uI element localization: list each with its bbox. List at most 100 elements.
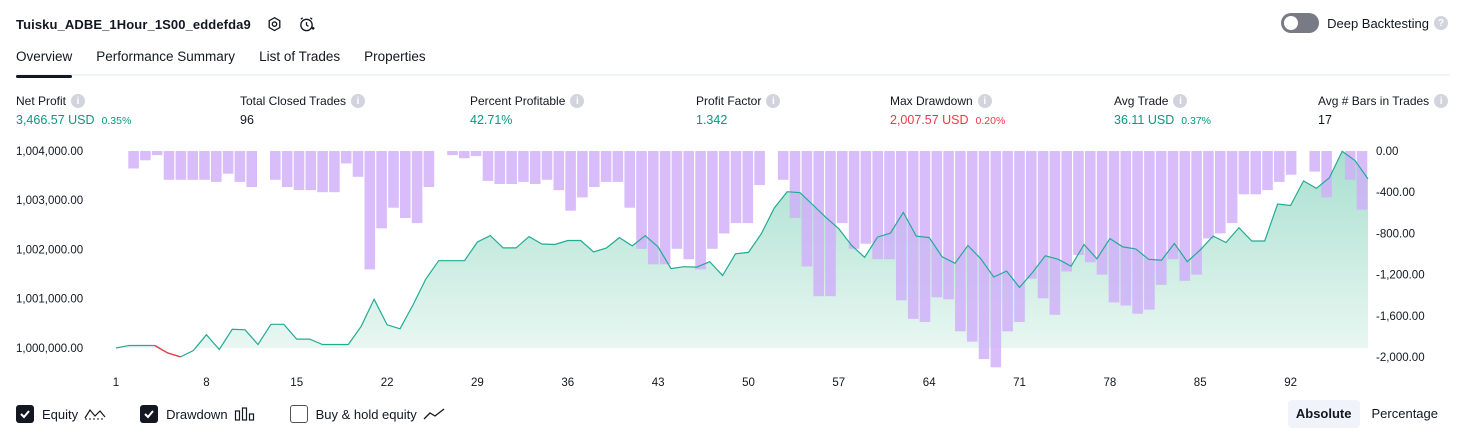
x-axis-tick-label: 15 [290,377,303,389]
drawdown-bar [211,151,222,182]
info-icon[interactable]: i [766,94,781,108]
checkbox-buy-hold[interactable] [289,405,308,423]
equity-drawdown-chart[interactable]: 1,000,000.00 1,001,000.00 1,002,000.00 1,00… [0,138,1466,394]
drawdown-bar [1309,151,1320,172]
drawdown-bar [175,151,187,180]
drawdown-bar [411,151,423,224]
drawdown-bar [1262,151,1273,191]
gear-icon[interactable] [265,14,285,34]
equity-line [115,150,1369,358]
info-icon[interactable]: i [1173,94,1188,108]
right-axis-tick-label: -800.00 [1376,228,1415,240]
drawdown-bar [1155,151,1167,285]
info-icon[interactable]: i [71,94,86,108]
drawdown-bar [624,151,635,208]
drawdown-bar [317,151,328,193]
info-icon[interactable]: i [351,94,366,108]
legend-label: Drawdown [166,406,228,422]
drawdown-bar [234,151,246,182]
drawdown-bar [848,151,860,249]
drawdown-bar [1179,151,1191,281]
stat-avg-trade: Avg Trade i 36.11 USD 0.37% [1114,93,1211,127]
drawdown-bar [659,151,671,265]
legend-label: Equity [42,406,79,422]
drawdown-bar [577,151,588,198]
drawdown-bar [754,151,765,185]
stat-value: 1.342 [696,113,728,127]
drawdown-bar [931,151,943,298]
drawdown-bar [837,151,848,224]
add-alert-icon[interactable] [297,14,317,34]
drawdown-bar [872,151,883,260]
strategy-title: Tuisku_ADBE_1Hour_1S00_eddefda9 [16,16,251,32]
x-axis-tick-label: 50 [742,377,755,389]
tab-properties[interactable]: Properties [364,49,426,64]
tab-performance-summary[interactable]: Performance Summary [96,49,236,64]
stat-label: Total Closed Trades [240,94,347,108]
info-icon[interactable]: i [1434,94,1449,108]
drawdown-bar [1026,151,1037,279]
drawdown-bar [1144,151,1155,310]
drawdown-bar [671,151,683,249]
drawdown-bar [281,151,293,187]
drawdown-bar [813,151,824,297]
drawdown-bar [1108,151,1120,303]
percentage-button[interactable]: Percentage [1371,406,1439,421]
drawdown-bar [1344,151,1356,180]
drawdown-bar [565,151,576,211]
help-icon[interactable]: ? [1434,16,1448,30]
legend-buy-hold[interactable]: Buy & hold equity [289,405,445,423]
legend-equity[interactable]: Equity [16,405,106,423]
x-axis-tick-label: 71 [1013,377,1026,389]
value-mode-switch: Absolute Percentage [1284,400,1446,428]
drawdown-bar [506,151,517,184]
drawdown-bar [423,151,435,187]
drawdown-bar [907,151,919,319]
drawdown-bar [990,151,1002,368]
stat-label: Max Drawdown [890,94,973,108]
drawdown-bar [896,151,907,301]
stat-percent: 0.37% [1181,115,1211,127]
drawdown-bar [376,151,387,229]
right-axis-tick-label: 0.00 [1376,146,1398,158]
left-axis-tick-label: 1,000,000.00 [16,343,83,355]
info-icon[interactable]: i [977,94,992,108]
drawdown-bar [128,151,139,169]
drawdown-bar [553,151,565,191]
drawdown-bar [1226,151,1238,224]
drawdown-bar [1191,151,1202,275]
drawdown-bars-icon [234,407,256,421]
right-axis-tick-label: -2,000.00 [1376,352,1425,364]
x-axis-tick-label: 43 [652,377,665,389]
absolute-button[interactable]: Absolute [1287,400,1360,428]
drawdown-bar [222,151,234,174]
drawdown-bar [388,151,399,208]
stat-label: Percent Profitable [470,94,566,108]
drawdown-bar [589,151,600,187]
x-axis-tick-label: 29 [471,377,484,389]
drawdown-bar [978,151,990,360]
x-axis-tick-label: 36 [561,377,574,389]
legend-drawdown[interactable]: Drawdown [140,405,255,423]
drawdown-bar [364,151,376,270]
drawdown-bar [1167,151,1179,260]
drawdown-bar [246,151,257,187]
drawdown-bar [695,151,706,270]
drawdown-bar [1061,151,1072,272]
left-axis-tick-label: 1,003,000.00 [16,195,83,207]
tab-overview[interactable]: Overview [16,46,73,78]
drawdown-bar [884,151,895,260]
left-axis-tick-label: 1,001,000.00 [16,294,83,306]
tab-list-of-trades[interactable]: List of Trades [259,49,341,64]
x-axis-tick-label: 85 [1194,377,1207,389]
drawdown-bar [860,151,872,244]
checkbox-equity[interactable] [16,405,34,423]
stat-label: Profit Factor [696,94,762,108]
checkbox-drawdown[interactable] [140,405,159,423]
drawdown-bar [1132,151,1143,314]
right-axis-tick-label: -400.00 [1376,187,1415,199]
stat-label: Avg Trade [1114,94,1169,108]
stat-profit-factor: Profit Factor i 1.342 [696,93,781,127]
info-icon[interactable]: i [570,94,585,108]
deep-backtesting-toggle[interactable] [1281,13,1320,33]
